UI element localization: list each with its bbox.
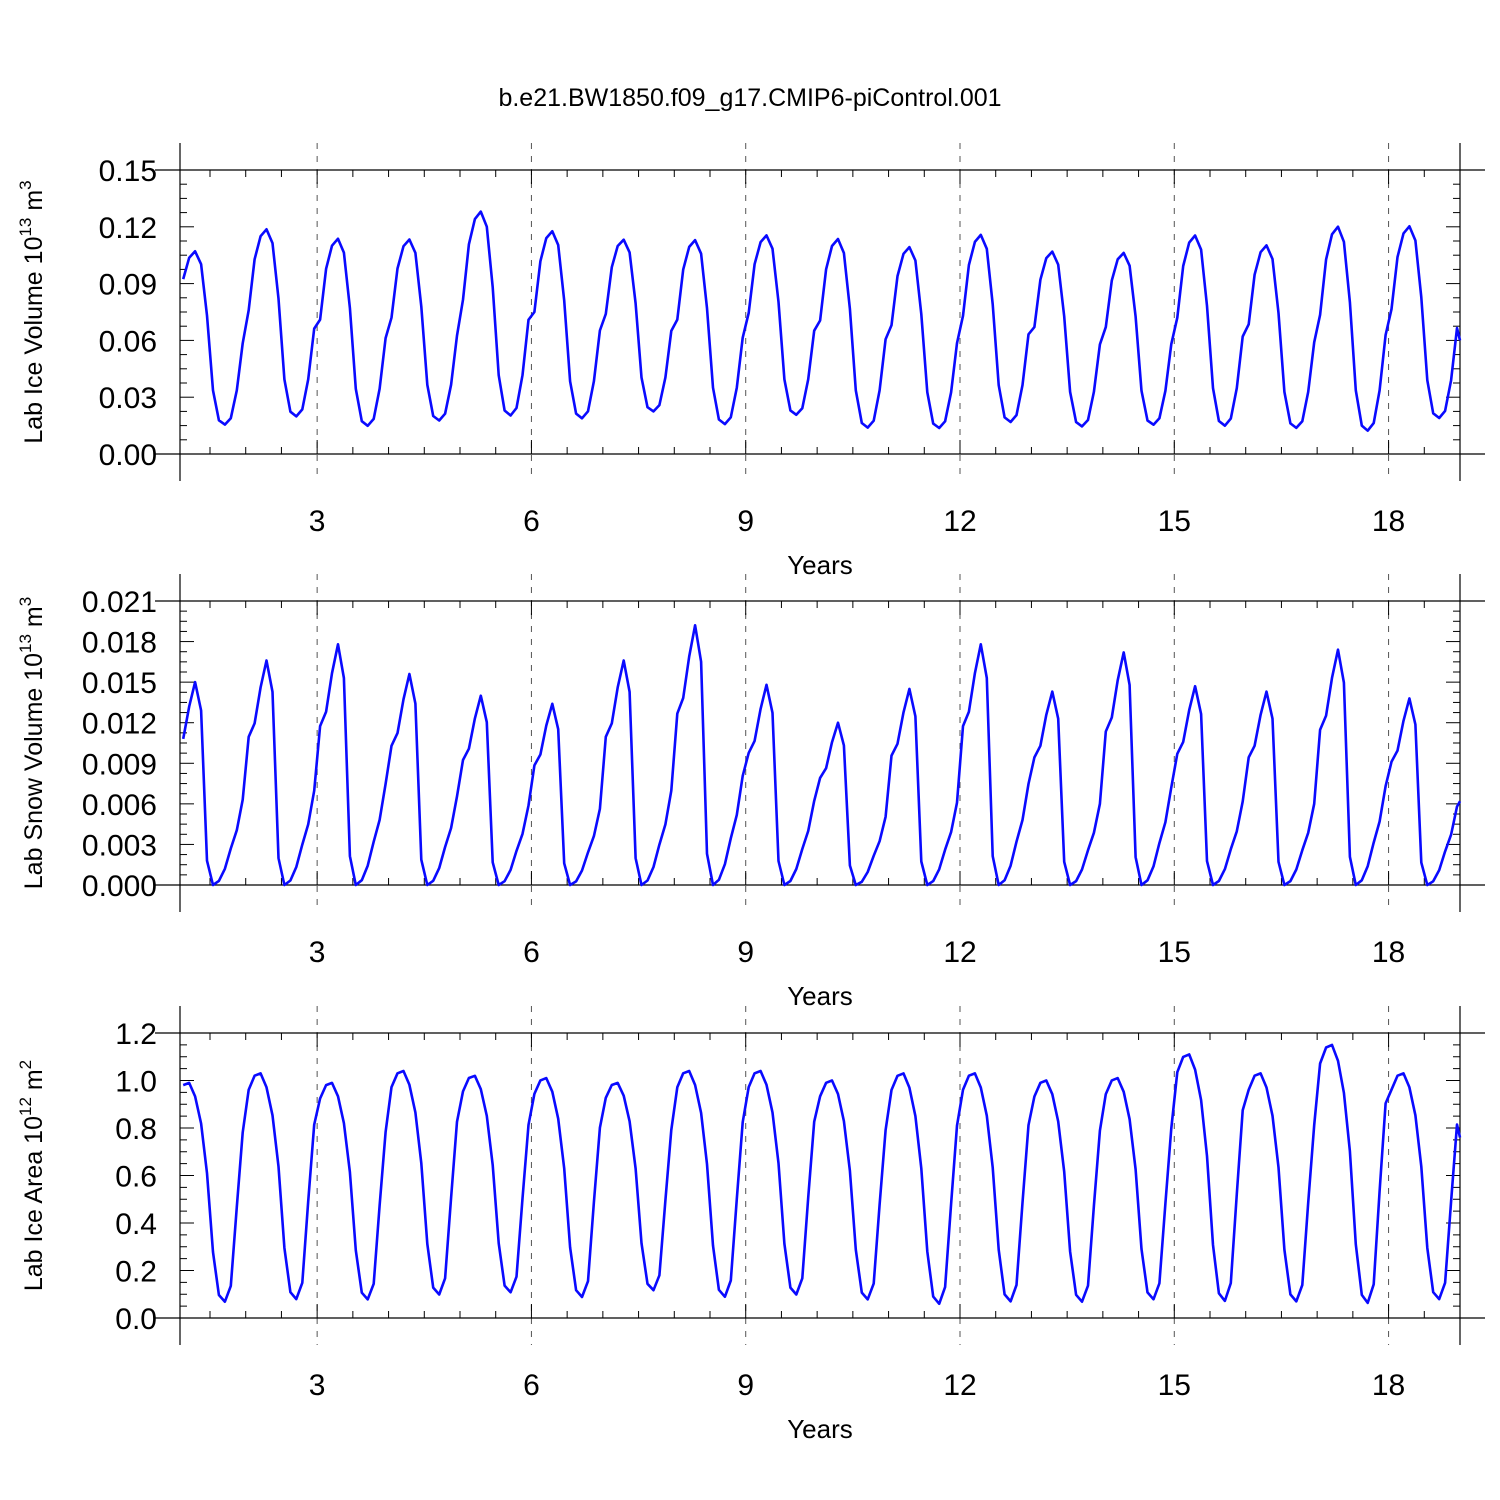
x-tick-label: 15 [1158, 1369, 1191, 1402]
figure-title: b.e21.BW1850.f09_g17.CMIP6-piControl.001 [498, 84, 1001, 112]
y-axis-label: Lab Ice Volume 1013 m3 [16, 180, 48, 443]
y-tick-label: 0.06 [99, 325, 157, 358]
y-tick-label: 0.15 [99, 155, 157, 188]
y-tick-label: 0.09 [99, 269, 157, 302]
y-tick-label: 0.4 [115, 1208, 157, 1241]
y-tick-label: 0.12 [99, 212, 157, 245]
series-line-snow-volume [181, 623, 1462, 887]
y-tick-label: 0.006 [82, 789, 157, 822]
y-tick-label: 0.015 [82, 667, 157, 700]
y-tick-label: 0.012 [82, 708, 157, 741]
x-tick-label: 15 [1158, 936, 1191, 969]
panel-ice-volume: 0.00 0.03 0.06 0.09 0.12 0.15 3 6 9 12 15 18 Years La… [16, 143, 1485, 580]
x-tick-label: 3 [309, 936, 326, 969]
y-tick-label: 1.2 [115, 1018, 157, 1051]
x-axis-label: Years [787, 981, 853, 1011]
x-tick-label: 9 [737, 936, 754, 969]
y-tick-label: 0.2 [115, 1256, 157, 1289]
x-tick-label: 3 [309, 505, 326, 538]
x-tick-label: 12 [943, 936, 976, 969]
y-tick-label: 0.009 [82, 748, 157, 781]
x-tick-label: 15 [1158, 505, 1191, 538]
y-tick-label: 0.018 [82, 627, 157, 660]
y-tick-label: 0.8 [115, 1113, 157, 1146]
x-tick-label: 18 [1372, 936, 1405, 969]
y-tick-label: 0.021 [82, 586, 157, 619]
y-tick-label: 0.0 [115, 1303, 157, 1336]
x-tick-label: 9 [737, 1369, 754, 1402]
panels: 0.000.030.060.090.120.153 6 9 12 15 18YearsLa… [16, 143, 1485, 1444]
x-axis-label: Years [787, 550, 853, 580]
y-tick-label: 1.0 [115, 1066, 157, 1099]
x-tick-label: 12 [943, 1369, 976, 1402]
panel-ice-area: 0.0 0.2 0.4 0.6 0.8 1.0 1.2 3 6 9 12 15 18 Years Lab I… [16, 1006, 1485, 1444]
y-tick-label: 0.6 [115, 1161, 157, 1194]
x-tick-label: 6 [523, 1369, 540, 1402]
x-tick-label: 12 [943, 505, 976, 538]
y-axis-label: Lab Ice Area 1012 m2 [16, 1060, 48, 1291]
x-tick-label: 18 [1372, 505, 1405, 538]
x-tick-label: 9 [737, 505, 754, 538]
x-tick-label: 6 [523, 936, 540, 969]
y-tick-label: 0.000 [82, 870, 157, 903]
panel-snow-volume: 0.000 0.003 0.006 0.009 0.012 0.015 0.018 0.021… [16, 574, 1485, 1011]
x-tick-label: 18 [1372, 1369, 1405, 1402]
y-tick-label: 0.00 [99, 439, 157, 472]
x-tick-label: 6 [523, 505, 540, 538]
y-tick-label: 0.003 [82, 829, 157, 862]
y-axis-label: Lab Snow Volume 1013 m3 [16, 597, 48, 889]
series-line-ice-area [182, 1043, 1462, 1306]
x-axis-label: Years [787, 1414, 853, 1444]
series-line-ice-volume [181, 210, 1462, 433]
y-tick-label: 0.03 [99, 382, 157, 415]
x-tick-label: 3 [309, 1369, 326, 1402]
